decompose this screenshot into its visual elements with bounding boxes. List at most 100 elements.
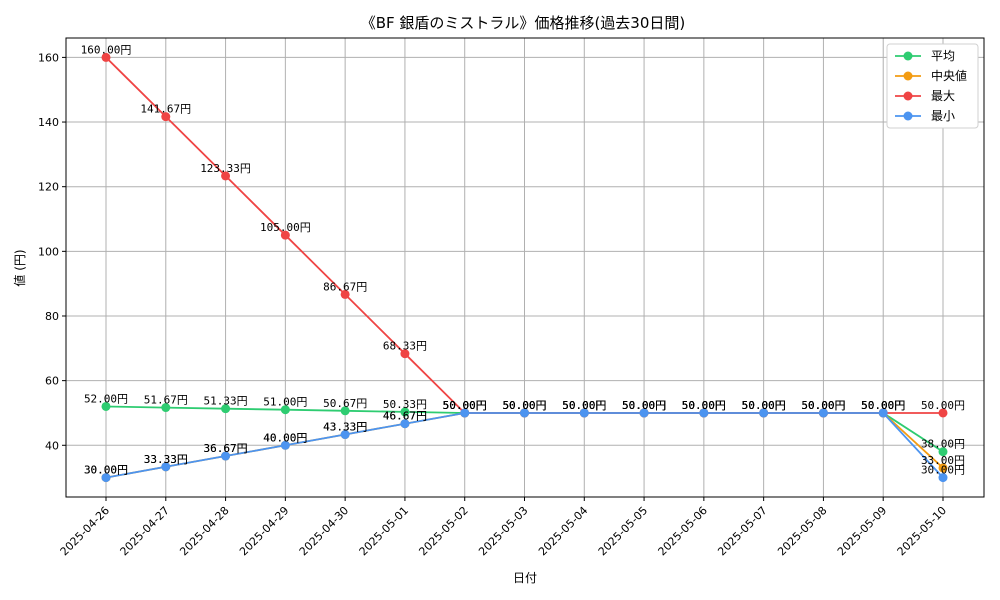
y-tick-label: 60 (45, 375, 59, 388)
series-4-data-label: 36.67円 (204, 442, 248, 455)
series-4-point (699, 408, 709, 418)
series-4-point (938, 473, 948, 483)
series-1-data-label: 50.00円 (861, 399, 905, 412)
legend-swatch-marker (903, 71, 913, 81)
series-4-data-label: 50.00円 (502, 399, 546, 412)
legend-swatch-marker (903, 91, 913, 101)
series-2-data-label: 50.00円 (622, 399, 666, 412)
series-4-point (460, 408, 470, 418)
series-1-point (340, 406, 350, 416)
legend-box (886, 43, 979, 129)
series-1-data-label: 50.00円 (742, 399, 786, 412)
series-4-point (639, 408, 649, 418)
series-3-point (938, 408, 948, 418)
series-2-data-label: 50.00円 (443, 399, 487, 412)
series-3-data-label: 123.33円 (200, 162, 251, 175)
y-axis: 40 60 80 100 120 140 160 (38, 51, 66, 452)
series-3-data-label: 50.00円 (861, 399, 905, 412)
legend-label: 中央値 (931, 68, 967, 83)
series-3-data-label: 50.00円 (622, 399, 666, 412)
legend-label: 最大 (931, 89, 955, 103)
legend-swatch-marker (903, 111, 913, 121)
series-1-point (101, 401, 111, 411)
series-3-data-label: 50.00円 (443, 399, 487, 412)
series-1-data-label: 50.00円 (801, 399, 845, 412)
series-2-data-label: 33.00円 (921, 454, 965, 467)
series-1-data-label: 51.33円 (204, 395, 248, 408)
series-3-point (340, 289, 350, 299)
series-4-point (878, 408, 888, 418)
y-axis-title: 値 (円) (12, 249, 27, 286)
series-3-data-label: 50.00円 (742, 399, 786, 412)
series-4-data-label: 50.00円 (443, 399, 487, 412)
series-4-data-label: 50.00円 (682, 399, 726, 412)
legend-label: 平均 (931, 49, 955, 63)
data-labels: 52.00円 51.67円 51.33円 51.00円 50.67円 50.33円 50.0… (81, 43, 965, 476)
series-4-data-label: 50.00円 (622, 399, 666, 412)
series-4-point (161, 462, 171, 472)
series-4-point (759, 408, 769, 418)
series-4-point (221, 451, 231, 461)
y-tick-label: 160 (38, 51, 59, 64)
legend-swatch-marker (903, 51, 913, 61)
series-4-point (520, 408, 529, 418)
series-1-data-label: 51.67円 (144, 394, 188, 407)
series-1-data-label: 50.00円 (682, 399, 726, 412)
x-axis-title: 日付 (513, 571, 537, 585)
series-1-data-label: 52.00円 (84, 392, 128, 405)
series-3-data-label: 160.00円 (81, 43, 132, 56)
y-tick-label: 40 (45, 439, 59, 452)
series-1-point (938, 447, 948, 457)
series-3-data-label: 50.00円 (921, 399, 965, 412)
series-2-data-label: 33.33円 (144, 453, 188, 466)
series-4-data-label: 50.00円 (801, 399, 845, 412)
series-3-point (280, 230, 290, 240)
series-1-point (161, 403, 171, 413)
series-1-data-label: 38.00円 (921, 438, 965, 451)
series-3-data-label: 86.67円 (323, 280, 367, 293)
y-tick-label: 140 (38, 116, 59, 129)
series-1-point (280, 405, 290, 415)
series-1-data-label: 51.00円 (263, 396, 307, 409)
series-2-data-label: 50.00円 (682, 399, 726, 412)
series-1-point (400, 407, 410, 417)
series-4-point (340, 430, 350, 440)
y-tick-label: 100 (38, 245, 59, 258)
chart-title: 《BF 銀盾のミストラル》価格推移(過去30日間) (361, 14, 685, 32)
series-2-point (938, 463, 948, 473)
series-4-data-label: 50.00円 (562, 399, 606, 412)
series-2-data-label: 50.00円 (502, 399, 546, 412)
y-tick-label: 80 (45, 310, 59, 323)
series-2-data-label: 36.67円 (204, 442, 248, 455)
series-2-data-label: 43.33円 (323, 421, 367, 434)
series-1-data-label: 50.00円 (622, 399, 666, 412)
series-4-data-label: 46.67円 (383, 410, 427, 423)
grid-lines (66, 38, 984, 497)
series-4-data-label: 50.00円 (742, 399, 786, 412)
series-3-data-label: 141.67円 (140, 103, 191, 116)
series-3-data-label: 68.33円 (383, 340, 427, 353)
series-3-point (101, 52, 111, 62)
series-1-data-label: 50.67円 (323, 397, 367, 410)
series-4-data-label: 43.33円 (323, 421, 367, 434)
series-3-point (161, 112, 171, 122)
series-2-data-label: 30.00円 (84, 464, 128, 477)
y-tick-label: 120 (38, 181, 59, 194)
series-4-point (400, 419, 410, 429)
series-1-data-label: 50.00円 (443, 399, 487, 412)
series-4-data-label: 30.00円 (84, 464, 128, 477)
series-3-data-label: 50.00円 (562, 399, 606, 412)
series-4-point (579, 408, 589, 418)
series-3-point (400, 349, 410, 359)
series-2-data-label: 50.00円 (562, 399, 606, 412)
series-2-data-label: 40.00円 (263, 431, 307, 444)
series-3-point (221, 171, 231, 181)
series-4-data-label: 33.33円 (144, 453, 188, 466)
series-1-data-label: 50.00円 (562, 399, 606, 412)
series-2-data-label: 50.00円 (742, 399, 786, 412)
series-3-data-label: 50.00円 (682, 399, 726, 412)
series-4-data-label: 40.00円 (263, 431, 307, 444)
